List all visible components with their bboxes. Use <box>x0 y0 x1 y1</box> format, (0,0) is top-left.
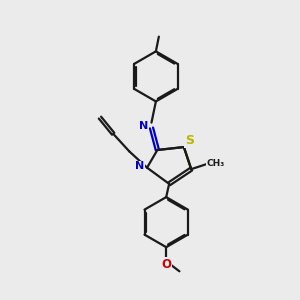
Text: S: S <box>185 134 194 147</box>
Text: N: N <box>135 161 144 171</box>
Text: CH₃: CH₃ <box>206 159 225 168</box>
Text: N: N <box>140 122 149 131</box>
Text: O: O <box>161 258 171 271</box>
